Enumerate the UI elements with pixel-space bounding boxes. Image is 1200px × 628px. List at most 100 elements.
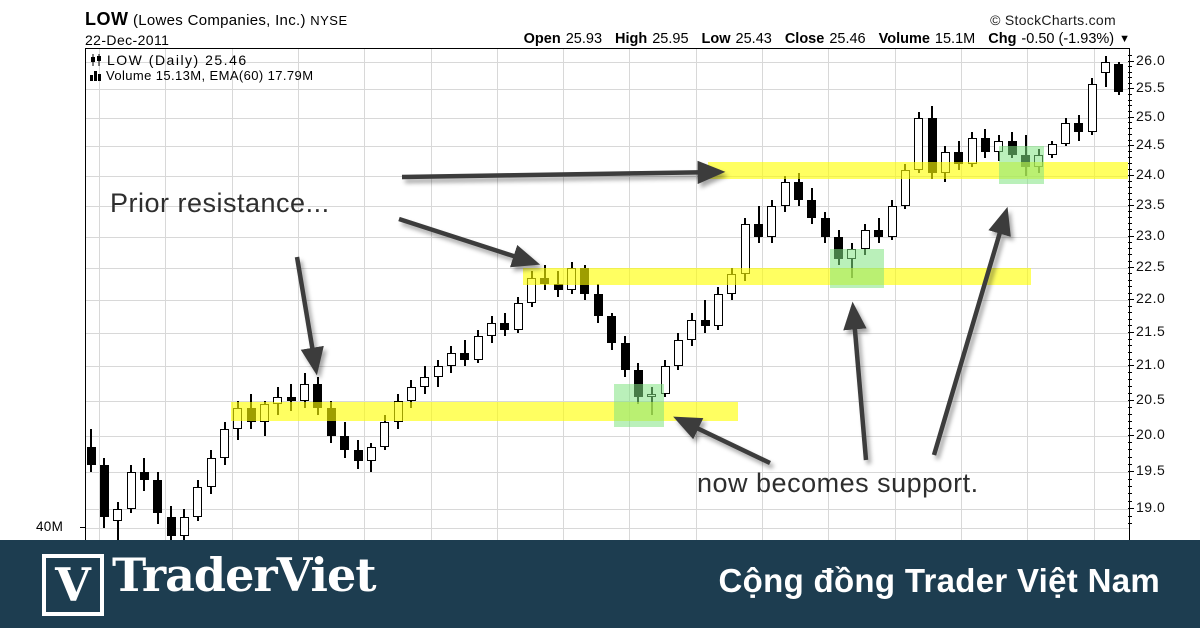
quote-chg: Chg -0.50 (-1.93%) ▼ [988,31,1130,47]
axis-tick [1128,385,1132,387]
gridline-v [828,49,830,541]
candle-body-up [433,366,443,377]
axis-tick [1128,128,1132,130]
candle-body-down [1114,64,1124,92]
axis-tick [1128,325,1132,327]
support-test-zone [999,146,1044,185]
axis-tick [1128,435,1134,437]
axis-tick [1128,260,1132,262]
axis-tick [1128,331,1134,333]
candle-body-up [1047,143,1057,156]
axis-tick [1128,66,1132,68]
axis-tick [1128,229,1132,231]
gridline-h [86,509,1129,511]
candle-body-up [1087,83,1097,132]
gridline-h [86,61,1129,63]
price-axis-label: 26.0 [1136,51,1166,68]
axis-tick [1128,508,1134,510]
candle-body-up [113,509,123,521]
candlestick-icon [91,54,101,66]
gridline-v [165,49,167,541]
gridline-h [86,89,1129,91]
gridline-v [563,49,565,541]
gridline-v [1093,49,1095,541]
annotation-prior-resistance: Prior resistance... [110,188,330,218]
candle-body-down [633,369,643,398]
axis-tick [1128,139,1132,141]
axis-tick [1128,456,1132,458]
axis-tick [1128,267,1134,268]
chart-header: LOW (Lowes Companies, Inc.) NYSE © Stock… [0,0,1200,48]
axis-tick [1128,192,1132,194]
candle-body-down [593,293,603,317]
axis-tick [1128,478,1132,480]
candle-body-down [460,352,470,360]
gridline-v [496,49,498,541]
volume-gridline [86,528,1129,529]
axis-tick [1128,211,1132,213]
axis-tick [1128,88,1134,90]
candle-body-up [967,137,977,165]
candle-body-down [166,516,176,536]
chg-down-icon: ▼ [1119,33,1130,45]
candle-body-down [139,472,149,480]
gridline-v [629,49,631,541]
candle-body-down [99,464,109,517]
axis-tick [1128,515,1132,517]
candle-body-down [500,322,510,330]
axis-tick [80,527,85,528]
gridline-v [297,49,299,541]
axis-tick [1128,77,1132,79]
axis-tick [1128,133,1132,135]
axis-tick [1128,279,1132,281]
candle-body-down [820,218,830,237]
gridline-v [99,49,100,541]
axis-tick [1128,254,1132,256]
community-tagline: Cộng đồng Trader Việt Nam [718,562,1160,599]
axis-tick [1128,427,1132,429]
candle-body-down [353,450,363,462]
candle-body-up [193,486,203,517]
quote-low: Low 25.43 [701,31,772,47]
gridline-h [86,400,1129,402]
axis-tick [1128,116,1134,118]
candle-body-up [300,383,310,401]
axis-tick [1128,463,1132,465]
price-axis-label: 19.0 [1136,499,1166,516]
axis-tick [1128,122,1132,124]
axis-tick [1128,186,1132,188]
axis-tick [1128,406,1132,408]
axis-tick [1128,60,1134,62]
axis-tick [1128,151,1132,153]
candle-body-down [86,446,96,465]
candle-body-down [313,383,323,408]
support-test-zone [614,384,664,427]
gridline-h [86,205,1129,207]
candle-body-up [1101,61,1111,73]
axis-tick [1128,523,1132,525]
axis-tick [1128,312,1132,314]
gridline-h [86,472,1129,474]
axis-tick [1128,345,1132,347]
gridline-h [86,117,1129,119]
axis-tick [1128,105,1132,107]
candle-body-up [860,230,870,250]
price-axis-label: 22.0 [1136,290,1166,307]
quote-bar: Open 25.93 High 25.95 Low 25.43 Close 25.46 Volu… [524,31,1130,47]
legend-price-line: LOW (Daily) 25.46 [107,52,248,68]
axis-tick [1128,299,1134,301]
candle-wick [704,300,707,333]
axis-tick [1128,305,1132,307]
axis-tick [1128,318,1132,320]
candle-body-up [767,205,777,237]
candle-body-up [513,303,523,330]
gridline-h [86,436,1129,438]
gridline-v [1027,49,1029,541]
branding-footer: V TraderViet Cộng đồng Trader Việt Nam [0,540,1200,628]
price-axis-label: 25.5 [1136,79,1166,96]
candle-body-up [780,181,790,206]
axis-tick [1128,55,1132,57]
gridline-v [231,49,233,541]
candle-body-up [126,472,136,510]
candle-body-down [607,316,617,343]
